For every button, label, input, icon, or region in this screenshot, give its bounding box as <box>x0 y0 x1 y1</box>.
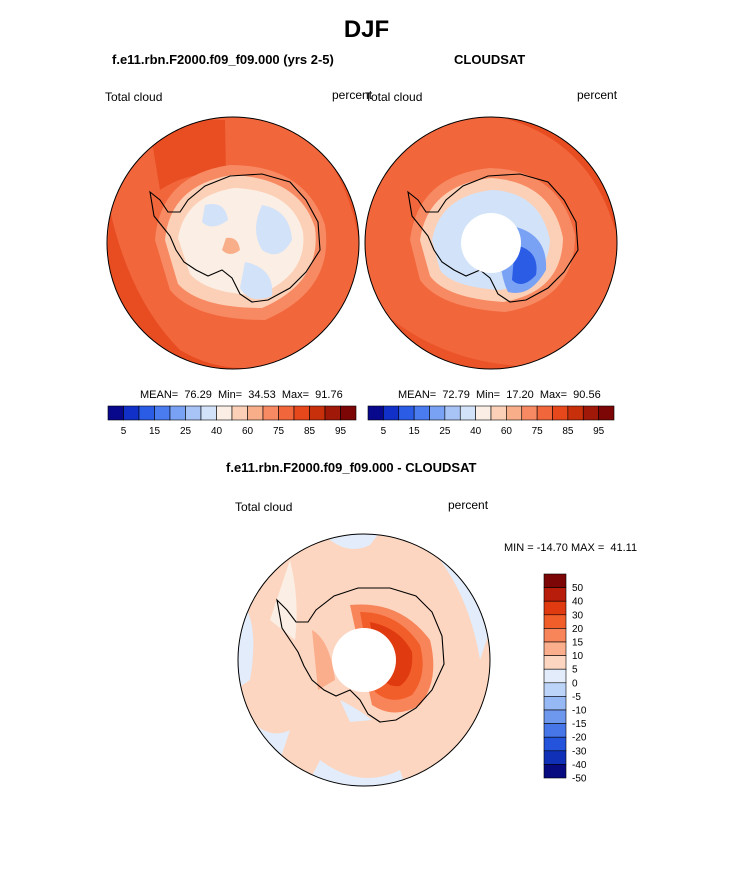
colorbar-diff-swatch <box>543 600 567 616</box>
colorbar-model-swatch <box>247 405 264 421</box>
colorbar-model-tick-label: 25 <box>180 426 192 437</box>
colorbar-obs-tick-label: 85 <box>562 426 574 437</box>
colorbar-obs-tick-label: 15 <box>409 426 421 437</box>
colorbar-model-swatch <box>231 405 248 421</box>
panel-obs-units-label: percent <box>577 88 618 102</box>
colorbar-model-swatch <box>185 405 202 421</box>
panel-diff-field-label: Total cloud <box>235 500 293 514</box>
colorbar-model-swatch <box>200 405 217 421</box>
panel-diff-units-label: percent <box>448 498 489 512</box>
figure-title: DJF <box>343 16 390 43</box>
colorbar-obs-swatch <box>429 405 446 421</box>
colorbar-diff-swatch <box>543 668 567 684</box>
panel-obs-title: CLOUDSAT <box>454 52 526 67</box>
colorbar-obs-swatch <box>459 405 476 421</box>
colorbar-obs-swatch <box>598 405 615 421</box>
colorbar-obs-swatch <box>521 405 538 421</box>
colorbar-diff-tick-label: -15 <box>572 719 587 730</box>
colorbar-diff-tick-label: 5 <box>572 665 578 676</box>
colorbar-diff-tick-label: 40 <box>572 597 584 608</box>
colorbar-diff-tick-label: 15 <box>572 638 584 649</box>
colorbar-diff-tick-label: 50 <box>572 583 584 594</box>
colorbar-diff-swatch <box>543 682 567 697</box>
colorbar-model-swatch <box>309 405 326 421</box>
colorbar-diff-swatch <box>543 614 567 629</box>
panel-model-field-label: Total cloud <box>105 90 163 104</box>
map-model <box>106 116 360 370</box>
colorbar-obs-swatch <box>383 405 400 421</box>
colorbar-model-tick-label: 85 <box>304 426 316 437</box>
colorbar-obs-swatch <box>567 405 584 421</box>
colorbar-obs-tick-label: 95 <box>593 426 605 437</box>
colorbar-model: 5 15 25 40 60 75 85 95 <box>107 405 357 437</box>
colorbar-obs-tick-label: 25 <box>439 426 451 437</box>
panel-model-units-label: percent <box>332 88 373 102</box>
panel-model-title: f.e11.rbn.F2000.f09_f09.000 (yrs 2-5) <box>112 52 334 67</box>
colorbar-model-tick-label: 60 <box>242 426 254 437</box>
panel-diff-minmax: MIN = -14.70 MAX = 41.11 <box>504 542 638 554</box>
colorbar-diff-tick-label: 10 <box>572 651 584 662</box>
colorbar-diff-tick-label: -5 <box>572 692 581 703</box>
colorbar-model-tick-label: 5 <box>121 426 127 437</box>
colorbar-diff-swatch <box>543 764 567 779</box>
colorbar-diff-swatch <box>543 587 567 602</box>
colorbar-model-swatch <box>169 405 186 421</box>
colorbar-obs-swatch <box>444 405 461 421</box>
panel-diff-title: f.e11.rbn.F2000.f09_f09.000 - CLOUDSAT <box>226 460 477 475</box>
colorbar-diff-tick-label: -30 <box>572 746 587 757</box>
panel-obs-field-label: Total cloud <box>365 90 423 104</box>
colorbar-diff-swatch <box>543 655 567 670</box>
colorbar-diff-swatch <box>543 641 567 656</box>
colorbar-obs-swatch <box>475 405 492 421</box>
colorbar-obs-swatch <box>367 405 384 421</box>
colorbar-model-tick-label: 15 <box>149 426 161 437</box>
colorbar-obs-swatch <box>536 405 553 421</box>
colorbar-diff-swatch <box>543 628 567 643</box>
colorbar-model-tick-label: 40 <box>211 426 223 437</box>
panel-model-stats: MEAN= 76.29 Min= 34.53 Max= 91.76 <box>140 389 343 401</box>
colorbar-model-tick-label: 95 <box>335 426 347 437</box>
colorbar-model-swatch <box>262 405 279 421</box>
colorbar-obs-swatch <box>552 405 569 421</box>
colorbar-model-tick-label: 75 <box>273 426 285 437</box>
colorbar-model-swatch <box>293 405 310 421</box>
colorbar-diff-swatch <box>543 573 567 588</box>
colorbar-diff-tick-label: -10 <box>572 706 587 717</box>
colorbar-model-swatch <box>123 405 140 421</box>
colorbar-diff-swatch <box>543 696 567 711</box>
colorbar-obs-swatch <box>490 405 507 421</box>
colorbar-diff-swatch <box>543 736 567 752</box>
colorbar-obs-tick-label: 60 <box>501 426 513 437</box>
colorbar-model-swatch <box>138 405 155 421</box>
map-diff <box>237 533 491 787</box>
colorbar-diff-tick-label: -40 <box>572 760 587 771</box>
colorbar-obs-tick-label: 75 <box>532 426 544 437</box>
colorbar-diff-tick-label: 0 <box>572 678 578 689</box>
panel-obs-stats: MEAN= 72.79 Min= 17.20 Max= 90.56 <box>398 389 601 401</box>
colorbar-model-swatch <box>107 405 124 421</box>
map-obs <box>364 116 618 370</box>
colorbar-diff-tick-label: 30 <box>572 610 584 621</box>
colorbar-obs-swatch <box>398 405 415 421</box>
colorbar-model-swatch <box>324 405 341 421</box>
colorbar-model-swatch <box>340 405 357 421</box>
colorbar-diff-tick-label: 20 <box>572 624 584 635</box>
colorbar-diff-swatch <box>543 723 567 738</box>
colorbar-obs-swatch <box>582 405 599 421</box>
colorbar-diff-swatch <box>543 750 567 765</box>
colorbar-obs-tick-label: 40 <box>470 426 482 437</box>
colorbar-obs-tick-label: 5 <box>381 426 387 437</box>
colorbar-model-swatch <box>278 405 295 421</box>
colorbar-diff-swatch <box>543 709 567 724</box>
colorbar-diff-tick-label: -50 <box>572 774 587 785</box>
colorbar-obs-swatch <box>413 405 430 421</box>
colorbar-model-swatch <box>216 405 233 421</box>
colorbar-model-swatch <box>154 405 171 421</box>
colorbar-obs-swatch <box>506 405 523 421</box>
colorbar-obs: 5 15 25 40 60 75 85 95 <box>367 405 615 437</box>
colorbar-diff-tick-label: -20 <box>572 733 587 744</box>
